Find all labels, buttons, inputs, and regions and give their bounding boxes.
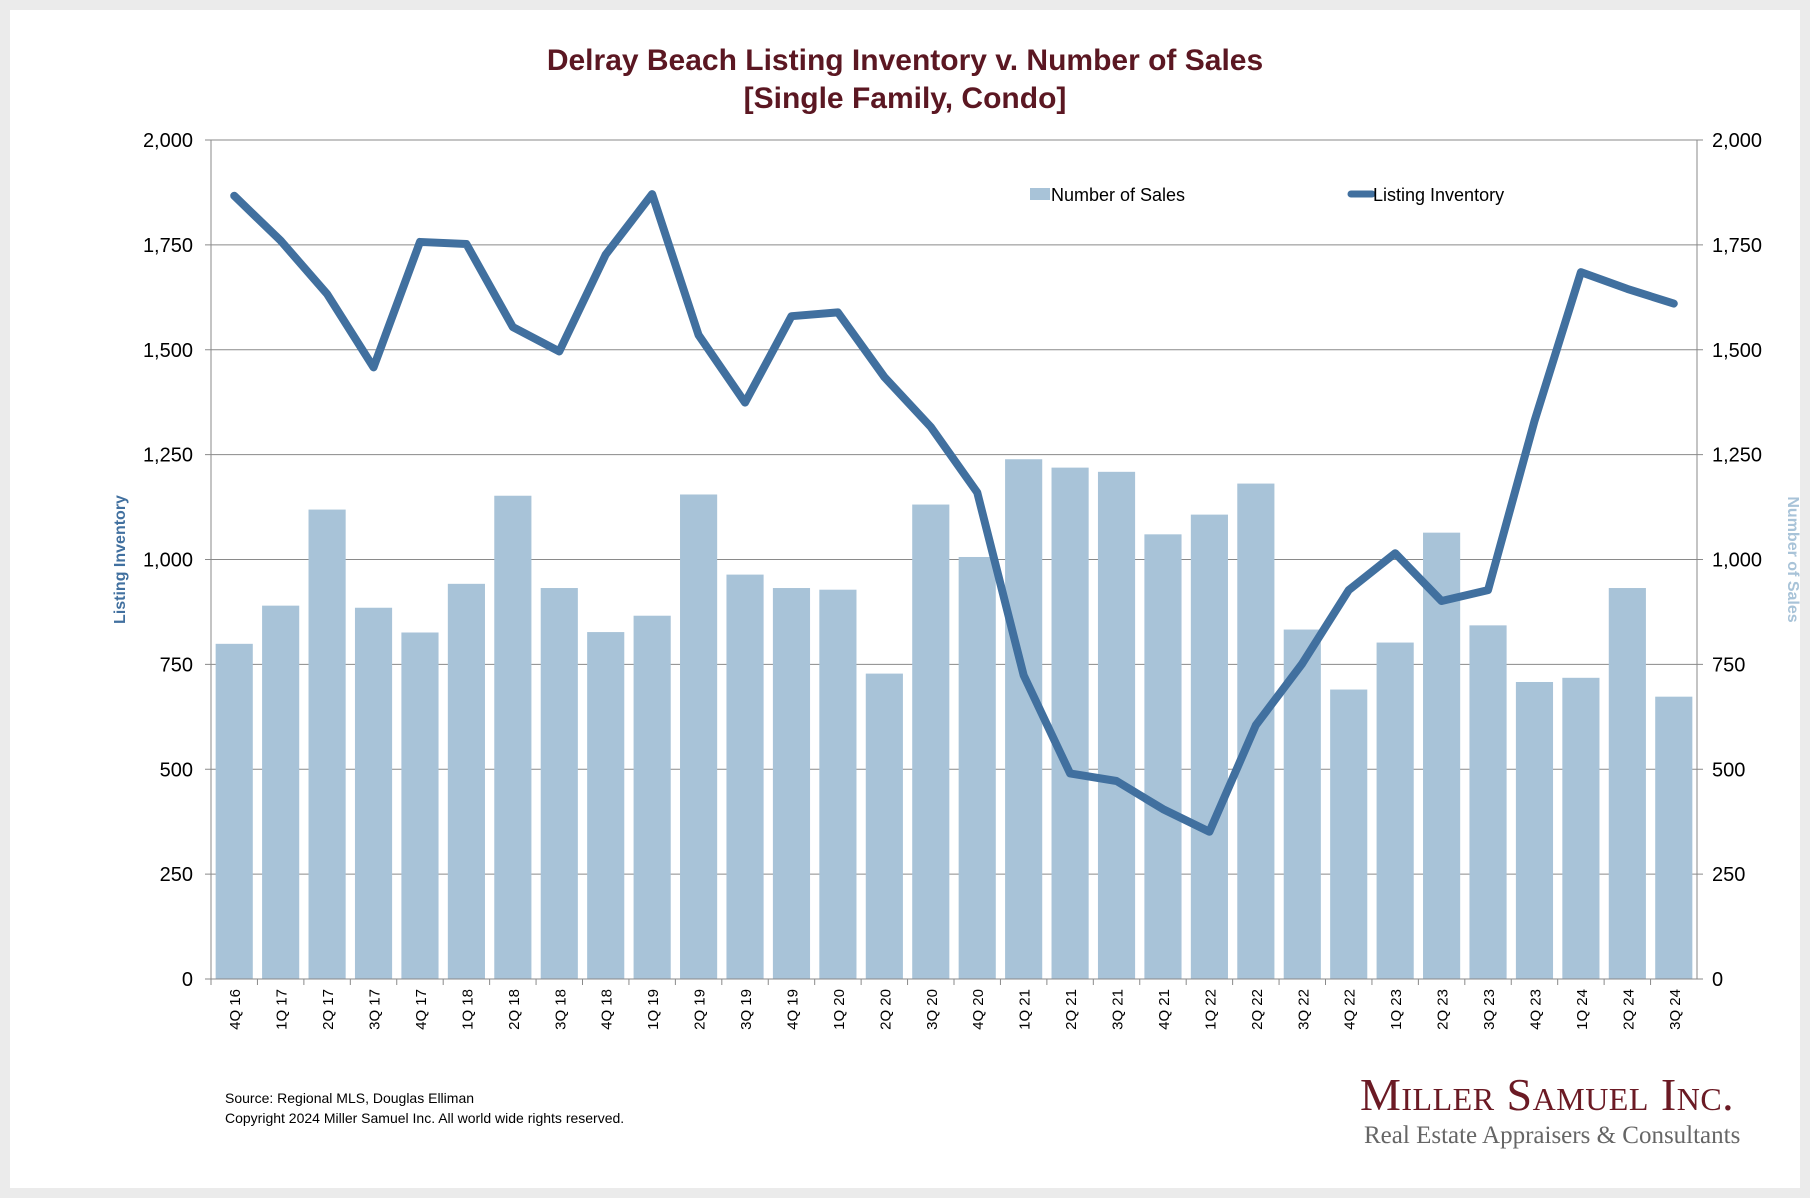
x-tick-label: 3Q 23	[1481, 989, 1498, 1030]
y-tick-label-right: 0	[1712, 969, 1723, 991]
x-tick-label: 1Q 23	[1388, 989, 1405, 1030]
bar-number-of-sales	[912, 504, 950, 979]
bar-number-of-sales	[1469, 625, 1507, 979]
bar-number-of-sales	[540, 588, 578, 979]
legend-label-number-of-sales: Number of Sales	[1051, 185, 1185, 205]
bar-number-of-sales	[215, 643, 253, 979]
bar-number-of-sales	[262, 605, 300, 979]
y-tick-label-left: 750	[160, 654, 193, 676]
source-note: Source: Regional MLS, Douglas Elliman	[225, 1090, 475, 1106]
y-tick-label-right: 1,250	[1712, 445, 1762, 467]
legend-swatch-number-of-sales	[1030, 188, 1050, 200]
bar-number-of-sales	[1515, 681, 1554, 979]
bar-number-of-sales	[1144, 534, 1182, 979]
y-tick-label-right: 1,500	[1712, 340, 1762, 362]
x-tick-label: 2Q 23	[1435, 989, 1452, 1030]
x-tick-label: 3Q 17	[367, 989, 384, 1030]
bar-number-of-sales	[308, 509, 346, 979]
y-axis-title-left: Listing Inventory	[112, 495, 129, 624]
x-tick-label: 3Q 19	[738, 989, 755, 1030]
y-tick-label-right: 250	[1712, 864, 1745, 886]
x-tick-label: 1Q 20	[831, 989, 848, 1030]
y-tick-label-right: 1,750	[1712, 235, 1762, 257]
y-tick-label-right: 750	[1712, 654, 1745, 676]
bar-number-of-sales	[447, 583, 485, 979]
y-tick-label-left: 0	[182, 969, 193, 991]
y-tick-label-left: 250	[160, 864, 193, 886]
y-tick-label-left: 1,500	[143, 340, 193, 362]
bar-number-of-sales	[1005, 459, 1043, 979]
x-tick-label: 4Q 17	[413, 989, 430, 1030]
x-tick-label: 3Q 21	[1110, 989, 1127, 1030]
x-tick-label: 1Q 18	[459, 989, 476, 1030]
x-tick-label: 2Q 18	[506, 989, 523, 1030]
x-tick-label: 2Q 24	[1620, 989, 1637, 1030]
bar-number-of-sales	[958, 556, 996, 979]
bar-number-of-sales	[494, 495, 532, 979]
x-tick-label: 2Q 17	[320, 989, 337, 1030]
bar-number-of-sales	[819, 589, 857, 979]
logo-tagline: Real Estate Appraisers & Consultants	[1364, 1122, 1741, 1149]
chart-card	[10, 10, 1800, 1188]
bar-number-of-sales	[680, 494, 718, 979]
x-tick-label: 3Q 20	[924, 989, 941, 1030]
x-tick-label: 4Q 23	[1527, 989, 1544, 1030]
bar-number-of-sales	[1562, 677, 1600, 979]
x-tick-label: 2Q 19	[692, 989, 709, 1030]
x-tick-label: 1Q 19	[645, 989, 662, 1030]
bar-number-of-sales	[401, 632, 439, 979]
bar-number-of-sales	[772, 588, 811, 979]
bar-number-of-sales	[1423, 532, 1461, 979]
bar-number-of-sales	[1190, 514, 1228, 979]
x-tick-label: 4Q 20	[970, 989, 987, 1030]
x-tick-label: 3Q 24	[1667, 989, 1684, 1030]
y-tick-label-left: 1,750	[143, 235, 193, 257]
bar-number-of-sales	[1051, 467, 1089, 979]
bar-number-of-sales	[1608, 588, 1646, 979]
bar-number-of-sales	[1330, 689, 1368, 979]
bar-number-of-sales	[1376, 642, 1414, 979]
bar-number-of-sales	[587, 632, 625, 979]
x-tick-label: 2Q 22	[1249, 989, 1266, 1030]
x-tick-label: 4Q 18	[599, 989, 616, 1030]
y-tick-label-right: 2,000	[1712, 130, 1762, 152]
y-tick-label-right: 500	[1712, 759, 1745, 781]
x-tick-label: 2Q 20	[877, 989, 894, 1030]
x-tick-label: 2Q 21	[1063, 989, 1080, 1030]
x-tick-label: 1Q 22	[1202, 989, 1219, 1030]
x-tick-label: 1Q 17	[274, 989, 291, 1030]
legend-label-listing-inventory: Listing Inventory	[1373, 185, 1504, 205]
x-tick-label: 4Q 19	[784, 989, 801, 1030]
y-tick-label-right: 1,000	[1712, 550, 1762, 572]
bar-number-of-sales	[354, 607, 393, 979]
x-tick-label: 1Q 24	[1574, 989, 1591, 1030]
line-listing-inventory	[230, 190, 1678, 836]
bar-number-of-sales	[865, 673, 903, 979]
x-tick-label: 4Q 22	[1342, 989, 1359, 1030]
x-tick-label: 3Q 22	[1295, 989, 1312, 1030]
bar-number-of-sales	[1655, 696, 1693, 979]
x-tick-label: 1Q 21	[1017, 989, 1034, 1030]
copyright-note: Copyright 2024 Miller Samuel Inc. All wo…	[225, 1110, 625, 1126]
bar-number-of-sales	[1283, 629, 1321, 979]
x-tick-label: 4Q 16	[227, 989, 244, 1030]
y-tick-label-left: 2,000	[143, 130, 193, 152]
bar-number-of-sales	[1097, 471, 1136, 979]
y-tick-label-left: 1,000	[143, 550, 193, 572]
bar-number-of-sales	[726, 574, 764, 979]
logo-name: Miller Samuel Inc.	[1360, 1069, 1735, 1120]
x-tick-label: 4Q 21	[1156, 989, 1173, 1030]
y-axis-title-right: Number of Sales	[1784, 496, 1801, 622]
chart-title: Delray Beach Listing Inventory v. Number…	[546, 44, 1264, 77]
bar-number-of-sales	[633, 615, 671, 979]
x-tick-label: 3Q 18	[552, 989, 569, 1030]
y-tick-label-left: 1,250	[143, 445, 193, 467]
chart-subtitle: [Single Family, Condo]	[743, 82, 1067, 115]
y-tick-label-left: 500	[160, 759, 193, 781]
